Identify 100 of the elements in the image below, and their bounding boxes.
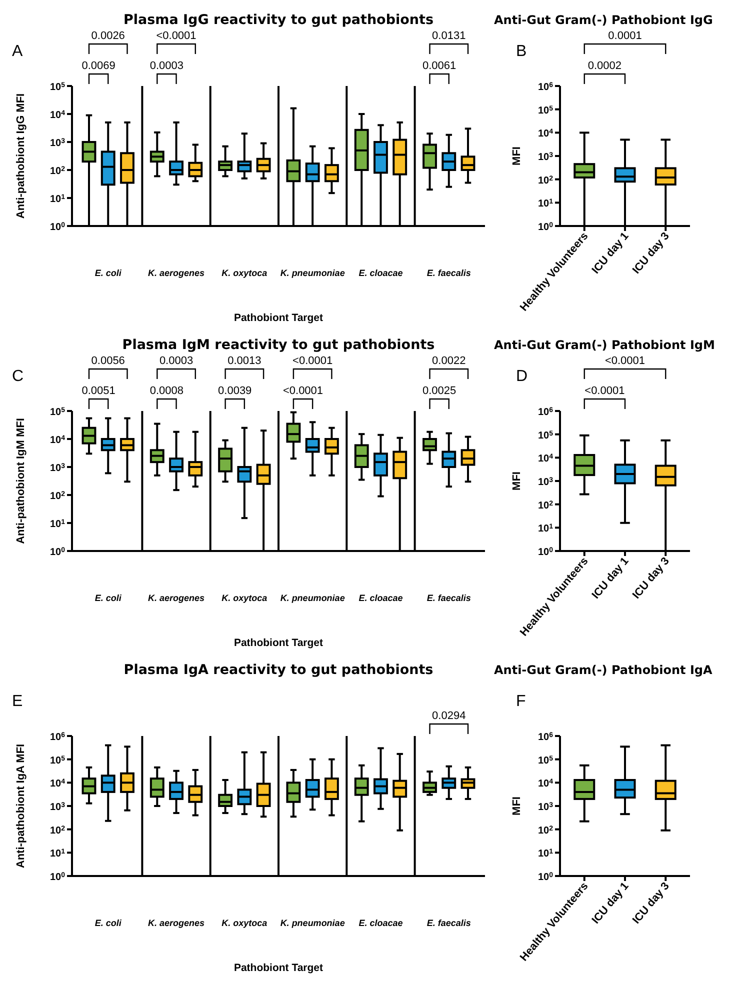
y-tick-label: 10$^{2}$ (50, 490, 66, 502)
text: <0.0001 (584, 385, 625, 397)
text: 0.0003 (159, 355, 194, 367)
y-tick-label: 10$^{5}$ (50, 82, 66, 93)
y-tick-label: 10$^{0}$ (50, 872, 66, 883)
y-axis-title: MFI (511, 796, 523, 816)
chart-title: Plasma IgM reactivity to gut pathobionts (122, 337, 435, 353)
text: D (516, 368, 528, 385)
y-tick-label: 10$^{0}$ (538, 546, 554, 558)
text: E (12, 693, 23, 710)
x-tick-label: ICU day 1 (590, 555, 632, 602)
y-tick-label: 10$^{4}$ (538, 778, 554, 790)
chart-title: Anti-Gut Gram(-) Pathobiont IgM (494, 338, 715, 352)
y-tick-label: 10$^{1}$ (50, 194, 66, 205)
x-axis-title: Pathobiont Target (234, 962, 324, 974)
text: 0.0069 (82, 60, 116, 72)
y-tick-label: 10$^{6}$ (538, 82, 554, 93)
y-tick-label: 10$^{3}$ (50, 138, 66, 149)
y-tick-label: 10$^{5}$ (538, 104, 554, 116)
y-tick-label: 10$^{6}$ (538, 732, 554, 743)
text: 0.0051 (82, 385, 116, 397)
x-tick-label: E. cloacae (358, 268, 403, 278)
x-tick-label: E. coli (94, 918, 122, 928)
y-tick-label: 10$^{0}$ (50, 546, 66, 558)
text: <0.0001 (604, 355, 646, 367)
y-tick-label: 10$^{1}$ (50, 518, 66, 530)
text: F (516, 693, 526, 710)
x-tick-label: K. pneumoniae (280, 918, 345, 928)
x-tick-label: E. faecalis (426, 593, 471, 603)
y-axis-title: Anti-pathobiont IgG MFI (15, 93, 27, 219)
text: B (516, 43, 527, 60)
y-tick-label: 10$^{2}$ (538, 500, 554, 512)
x-tick-label: E. cloacae (358, 593, 403, 603)
x-tick-label: K. oxytoca (222, 593, 268, 603)
y-tick-label: 10$^{3}$ (50, 802, 66, 813)
text: 0.0025 (422, 385, 456, 397)
x-axis-title: Pathobiont Target (234, 312, 324, 324)
text: 0.0008 (150, 385, 184, 397)
text: A (12, 43, 23, 60)
y-tick-label: 10$^{0}$ (538, 872, 554, 883)
y-tick-label: 10$^{3}$ (538, 152, 554, 163)
text: 0.0056 (91, 355, 125, 367)
y-tick-label: 10$^{5}$ (50, 754, 66, 766)
x-tick-label: K. aerogenes (148, 918, 205, 928)
text: 0.0294 (432, 710, 466, 722)
text: 0.0002 (588, 60, 622, 72)
y-tick-label: 10$^{0}$ (538, 222, 554, 233)
y-tick-label: 10$^{2}$ (538, 174, 554, 186)
x-tick-label: E. faecalis (426, 268, 471, 278)
text: 0.0001 (608, 30, 642, 42)
x-axis-title: Pathobiont Target (234, 637, 324, 649)
text: <0.0001 (156, 30, 196, 42)
y-tick-label: 10$^{0}$ (50, 222, 66, 233)
x-tick-label: ICU day 3 (630, 880, 672, 926)
text: 0.0022 (432, 355, 466, 367)
y-tick-label: 10$^{5}$ (50, 406, 66, 418)
text: 0.0061 (422, 60, 456, 72)
y-tick-label: 10$^{5}$ (538, 754, 554, 766)
x-tick-label: K. aerogenes (148, 593, 205, 603)
text: <0.0001 (292, 355, 333, 367)
x-tick-label: E. faecalis (426, 918, 471, 928)
y-tick-label: 10$^{4}$ (50, 778, 66, 790)
x-tick-label: K. pneumoniae (280, 268, 345, 278)
y-tick-label: 10$^{3}$ (538, 802, 554, 813)
x-tick-label: K. pneumoniae (280, 593, 345, 603)
chart-title: Plasma IgG reactivity to gut pathobionts (123, 12, 434, 28)
text: <0.0001 (282, 385, 324, 397)
y-tick-label: 10$^{4}$ (50, 434, 66, 446)
chart-title: Anti-Gut Gram(-) Pathobiont IgG (494, 13, 713, 27)
y-tick-label: 10$^{2}$ (50, 824, 66, 836)
y-tick-label: 10$^{4}$ (538, 128, 554, 140)
text: 0.0039 (218, 385, 252, 397)
x-tick-label: ICU day 3 (630, 555, 672, 602)
x-tick-label: ICU day 1 (590, 230, 632, 276)
y-tick-label: 10$^{6}$ (50, 732, 66, 743)
y-axis-title: Anti-pathobiont IgA MFI (15, 744, 27, 868)
x-tick-label: E. coli (94, 593, 122, 603)
y-tick-label: 10$^{1}$ (538, 198, 554, 210)
text: 0.0003 (150, 60, 184, 72)
x-tick-label: E. coli (94, 268, 122, 278)
x-tick-label: ICU day 3 (630, 230, 672, 276)
y-tick-label: 10$^{6}$ (538, 406, 554, 418)
y-axis-title: MFI (511, 472, 523, 490)
text: 0.0013 (228, 355, 262, 367)
x-tick-label: E. cloacae (358, 918, 403, 928)
y-axis-title: MFI (511, 146, 523, 166)
y-tick-label: 10$^{4}$ (50, 110, 66, 121)
x-tick-label: ICU day 1 (590, 880, 632, 926)
y-tick-label: 10$^{1}$ (538, 523, 554, 535)
x-tick-label: K. oxytoca (222, 918, 268, 928)
y-tick-label: 10$^{2}$ (538, 824, 554, 836)
chart-title: Anti-Gut Gram(-) Pathobiont IgA (494, 663, 714, 677)
y-tick-label: 10$^{1}$ (538, 848, 554, 860)
y-tick-label: 10$^{3}$ (50, 462, 66, 474)
text: 0.0131 (432, 30, 466, 42)
text: 0.0026 (91, 30, 125, 42)
text: C (12, 368, 24, 385)
x-tick-label: K. oxytoca (222, 268, 268, 278)
y-tick-label: 10$^{5}$ (538, 430, 554, 442)
y-tick-label: 10$^{3}$ (538, 476, 554, 488)
